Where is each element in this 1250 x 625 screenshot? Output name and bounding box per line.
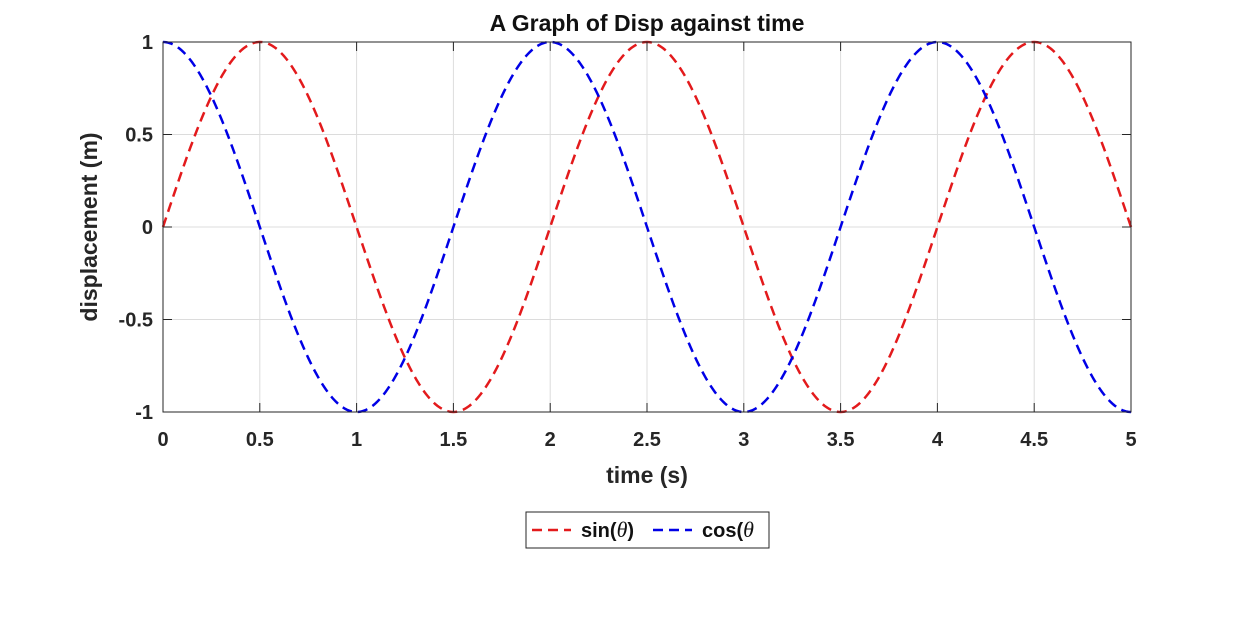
x-tick-label: 3 (738, 429, 749, 451)
x-tick-label: 1.5 (439, 429, 467, 451)
ticks-group (162, 41, 1132, 413)
legend-label-sin: sin(θ) (581, 517, 634, 542)
y-tick-labels: 1 0.5 0 -0.5 -1 (119, 32, 153, 424)
legend: sin(θ) cos(θ (525, 511, 770, 549)
y-tick-label: -1 (135, 402, 153, 424)
y-axis-label: displacement (m) (76, 132, 102, 321)
x-tick-label: 0.5 (246, 429, 274, 451)
x-tick-label: 3.5 (827, 429, 855, 451)
chart-title: A Graph of Disp against time (490, 10, 805, 36)
x-tick-label: 4.5 (1020, 429, 1048, 451)
x-tick-label: 4 (932, 429, 944, 451)
x-tick-label: 2 (545, 429, 556, 451)
y-tick-label: 0.5 (125, 125, 153, 147)
y-tick-label: 0 (142, 217, 153, 239)
x-tick-label: 0 (157, 429, 168, 451)
x-tick-label: 5 (1125, 429, 1136, 451)
x-tick-labels: 0 0.5 1 1.5 2 2.5 3 3.5 4 4.5 5 (157, 429, 1136, 451)
y-tick-label: 1 (142, 32, 153, 54)
x-tick-label: 1 (351, 429, 362, 451)
x-tick-label: 2.5 (633, 429, 661, 451)
legend-label-cos: cos(θ (702, 517, 754, 542)
x-axis-label: time (s) (606, 462, 688, 488)
series-line-cos (162, 40, 1132, 414)
y-tick-label: -0.5 (119, 310, 153, 332)
